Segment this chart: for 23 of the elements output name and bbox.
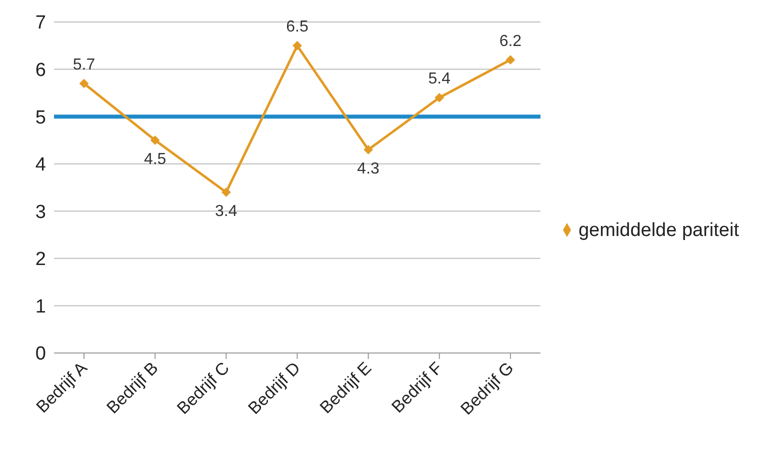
y-tick-label: 0 xyxy=(35,344,46,365)
legend-label: gemiddelde pariteit xyxy=(578,220,739,240)
y-tick-label: 4 xyxy=(35,154,46,176)
y-tick-label: 2 xyxy=(35,249,46,270)
y-tick-label: 6 xyxy=(35,60,46,82)
data-label: 6.2 xyxy=(499,32,522,50)
y-tick-label: 3 xyxy=(35,202,46,223)
point xyxy=(292,41,302,50)
data-label: 5.4 xyxy=(428,70,451,88)
point xyxy=(506,55,515,64)
y-tick-label: 7 xyxy=(35,12,46,34)
y-tick-label: 5 xyxy=(35,107,46,128)
data-label: 4.3 xyxy=(357,160,380,178)
data-label: 3.4 xyxy=(215,203,238,220)
data-label: 4.5 xyxy=(144,151,166,168)
point xyxy=(434,93,444,102)
point xyxy=(364,145,373,154)
point xyxy=(150,136,160,145)
y-tick-label: 1 xyxy=(35,296,46,318)
point xyxy=(222,188,231,197)
point xyxy=(80,78,88,88)
data-label: 5.7 xyxy=(72,56,96,74)
data-label: 6.5 xyxy=(286,18,308,36)
